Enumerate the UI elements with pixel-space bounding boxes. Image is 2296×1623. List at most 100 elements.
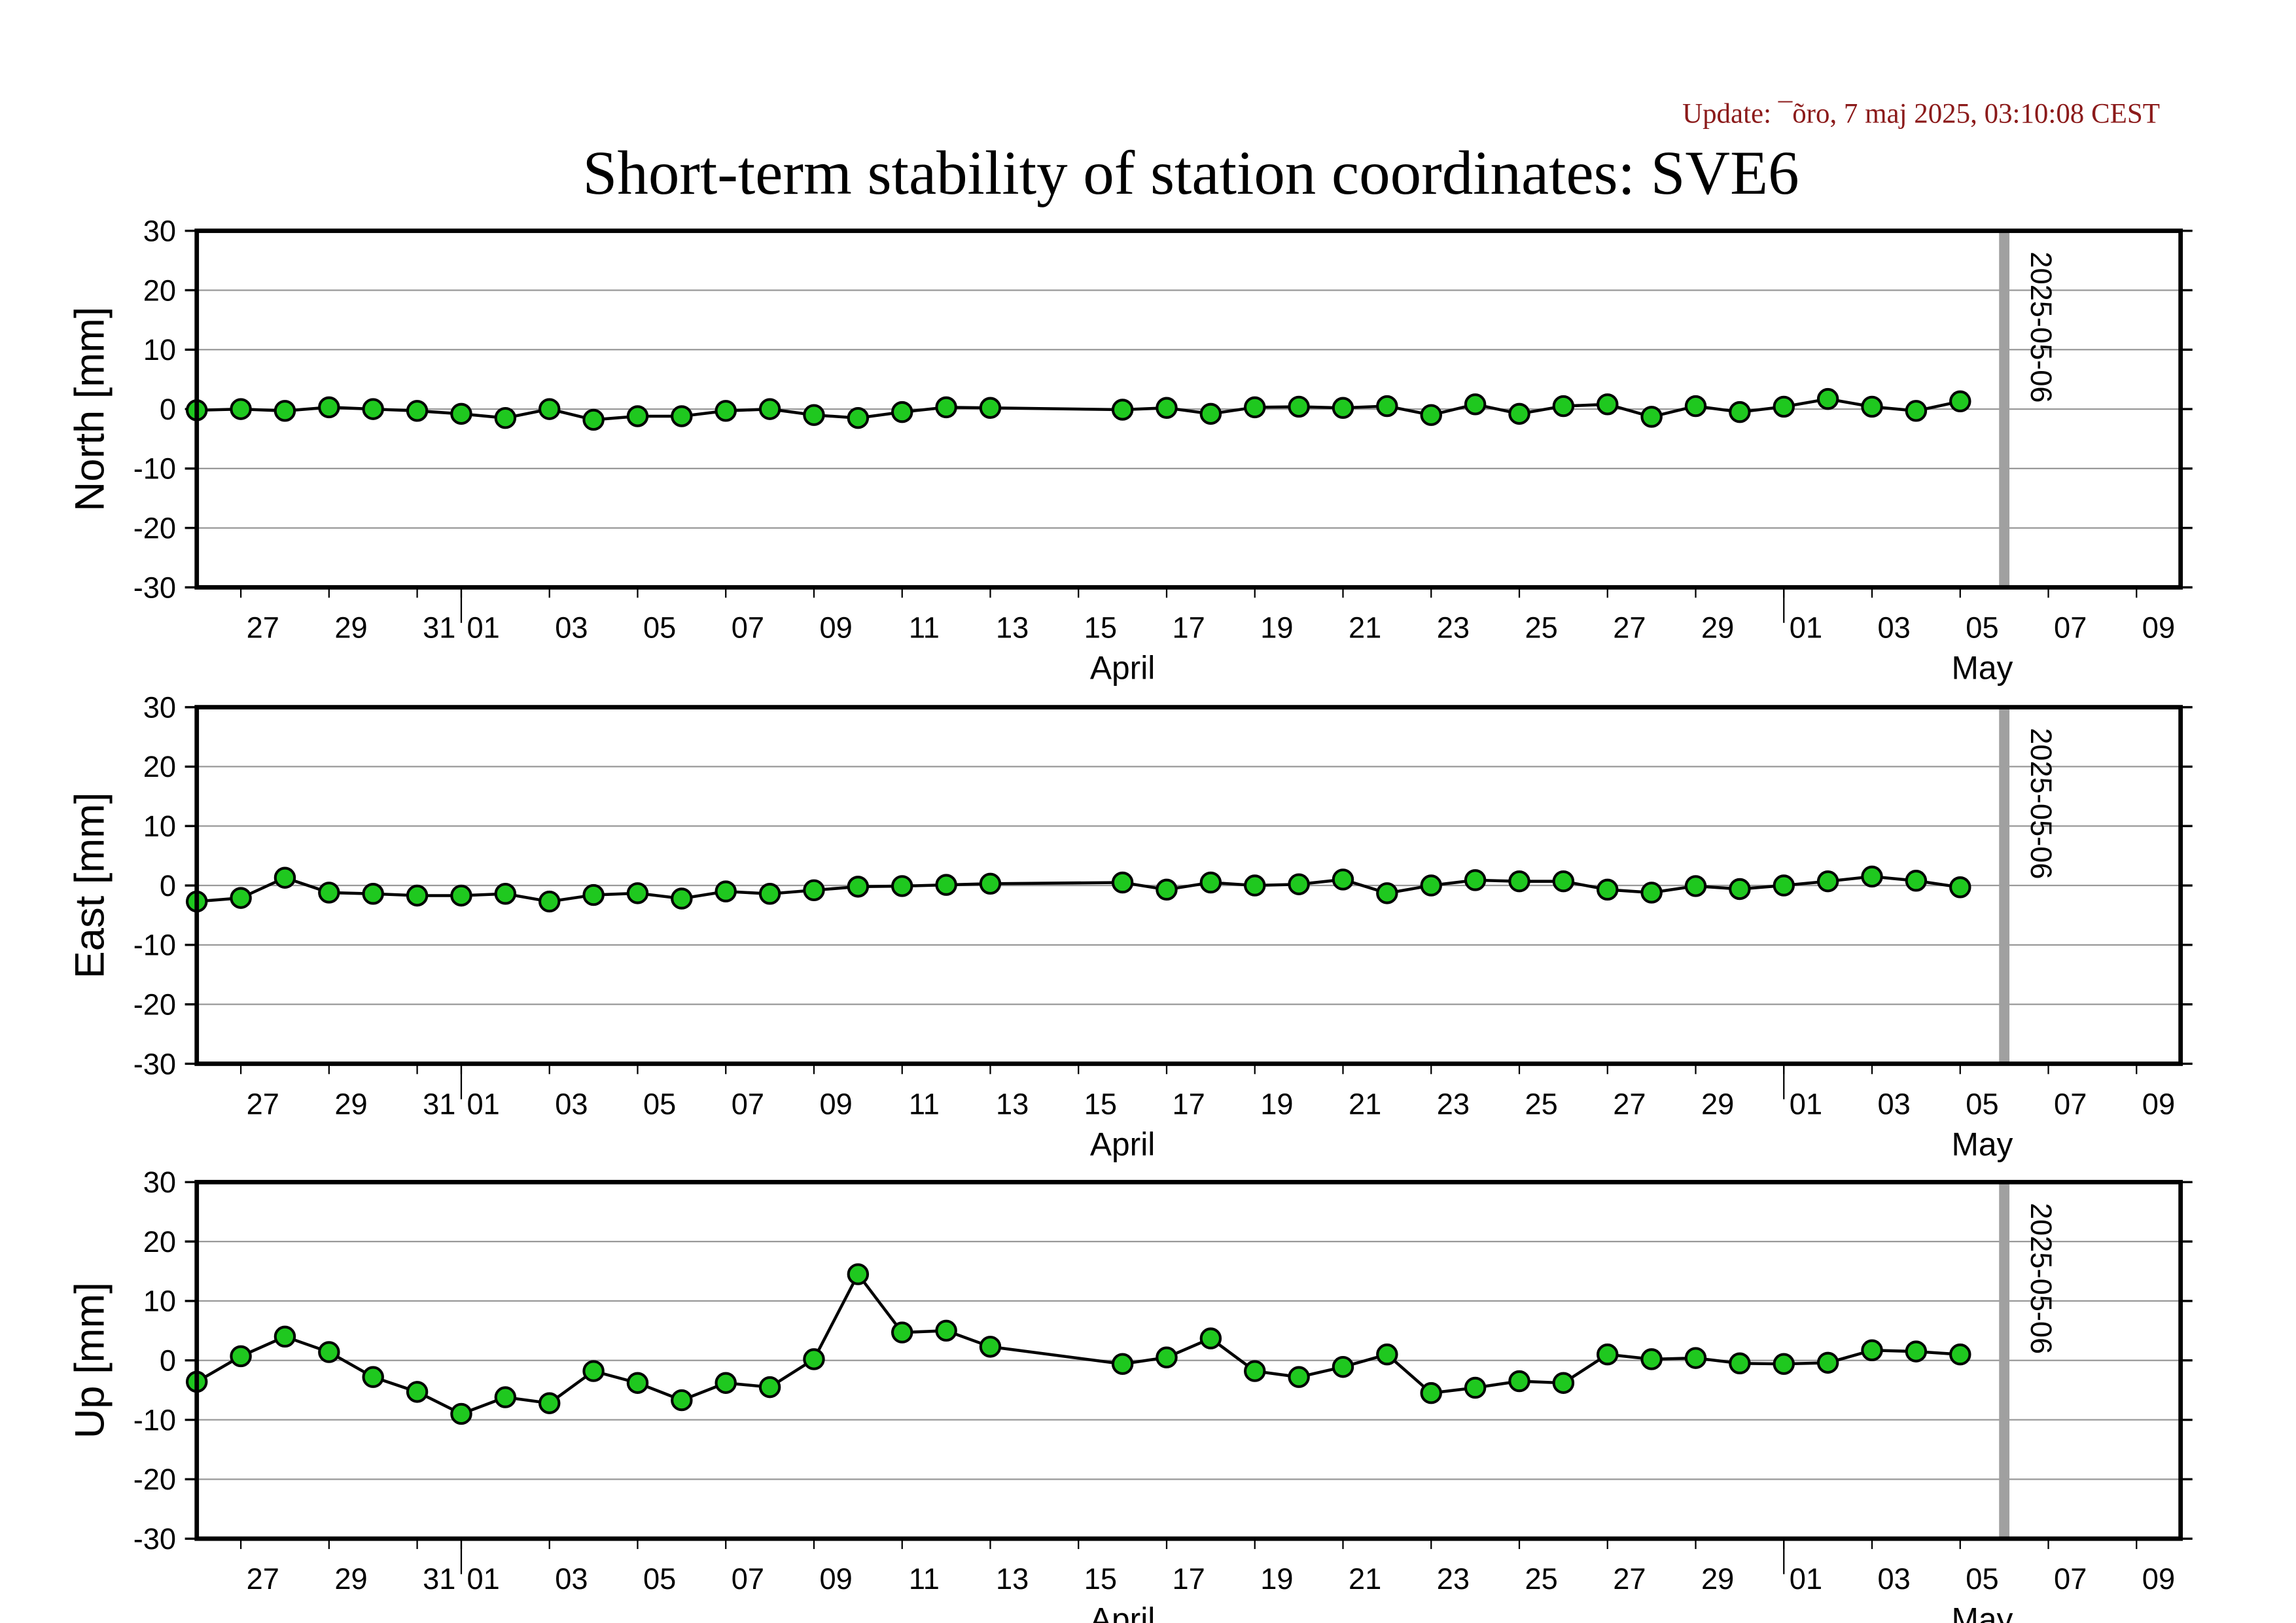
chart-title: Short-term stability of station coordina… [583,138,1799,207]
data-point [494,1386,517,1408]
x-tick-label: 11 [909,1562,940,1596]
data-point [318,882,340,904]
data-point [1552,870,1575,893]
x-tick-label: 09 [2142,611,2175,644]
x-tick-label: 23 [1437,611,1470,644]
month-label: May [1951,650,2013,687]
data-point [1949,390,1971,413]
data-point [1508,870,1530,893]
y-axis-label: North [mm] [67,307,113,512]
data-point [1111,399,1134,421]
x-tick-label: 01 [467,611,500,644]
x-tick-label: 05 [1966,611,1998,644]
x-tick-label: 01 [1790,1562,1822,1596]
data-point [1597,1343,1619,1366]
y-tick-label: 30 [143,214,176,247]
data-point [450,402,472,425]
data-point [979,397,1002,419]
x-tick-label: 03 [1878,1562,1911,1596]
y-tick-label: -30 [133,571,176,604]
y-tick-label: 10 [143,810,176,843]
data-point [1949,876,1971,899]
x-tick-label: 29 [334,1087,367,1120]
data-point [1156,397,1178,419]
data-point [318,1341,340,1363]
data-point [758,1376,781,1399]
data-point [1816,1351,1839,1374]
data-point [626,882,649,904]
x-tick-label: 31 [423,1562,455,1596]
x-tick-label: 01 [467,1562,500,1596]
data-point [1773,395,1795,418]
data-point [538,398,561,420]
data-point [1156,1346,1178,1368]
data-point [935,1319,957,1342]
data-point [1861,1339,1883,1362]
data-point [1773,874,1795,897]
x-tick-label: 03 [555,1562,588,1596]
data-point [1464,1376,1487,1399]
y-tick-label: 10 [143,1285,176,1318]
data-point [450,884,472,907]
data-point [1729,1352,1751,1374]
x-tick-label: 05 [643,1087,676,1120]
x-tick-label: 03 [1878,611,1911,644]
data-point [1420,1382,1442,1404]
date-marker-label: 2025-05-06 [2024,728,2058,879]
data-point [1244,396,1266,419]
data-point [715,880,737,902]
data-point [1816,870,1839,893]
data-point [1376,1343,1398,1366]
data-point [1597,393,1619,416]
x-tick-label: 31 [423,1087,455,1120]
data-point [847,406,870,429]
data-point [626,1372,649,1394]
data-point [1420,874,1442,897]
data-point [979,872,1002,895]
data-point [362,883,384,905]
data-point [1552,1372,1575,1394]
x-tick-label: 31 [423,611,455,644]
x-tick-label: 07 [2054,611,2087,644]
data-point [1949,1343,1971,1366]
x-tick-label: 03 [555,1087,588,1120]
data-point [891,401,913,423]
data-point [1464,393,1487,416]
data-point [1640,882,1663,904]
data-point [1376,395,1398,418]
data-point [1199,871,1222,894]
data-point [230,398,252,420]
data-point [1288,873,1310,895]
data-point [230,887,252,909]
data-point [1156,878,1178,901]
x-tick-label: 07 [732,1087,764,1120]
data-point [538,890,561,913]
data-point [494,883,517,905]
x-tick-label: 27 [1613,1562,1646,1596]
y-tick-label: -10 [133,929,176,962]
x-tick-label: 11 [909,611,940,644]
data-point [1640,406,1663,428]
data-point [274,1325,296,1348]
data-point [1640,1348,1663,1370]
data-point [891,875,913,897]
data-point [1729,401,1751,423]
x-tick-label: 17 [1173,611,1205,644]
y-tick-label: -10 [133,1403,176,1436]
data-point [1332,868,1354,891]
data-point [715,1372,737,1394]
y-tick-label: 20 [143,274,176,307]
y-tick-label: 0 [160,869,176,902]
data-point [1861,865,1883,888]
data-point [715,400,737,422]
x-tick-label: 09 [820,1087,853,1120]
data-point [450,1402,472,1425]
x-tick-label: 29 [334,1562,367,1596]
data-point [1111,1353,1134,1375]
x-tick-label: 13 [996,611,1029,644]
x-tick-label: 25 [1525,1562,1558,1596]
update-time: Update: ¯õro, 7 maj 2025, 03:10:08 CEST [1682,99,2160,130]
y-tick-label: 0 [160,393,176,426]
